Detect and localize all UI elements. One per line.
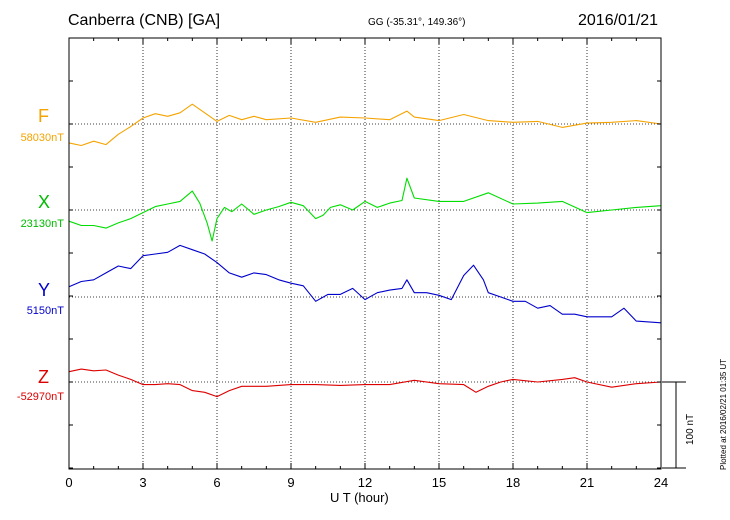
baseline-label-f: 58030nT xyxy=(20,132,64,144)
series-label-y: Y xyxy=(38,280,51,300)
series-label-f: F xyxy=(38,106,49,126)
scale-bar-label: 100 nT xyxy=(685,413,696,445)
axes-layer: 0 3 6 9 12 15 18 21 24 xyxy=(65,37,686,490)
x-tick-label: 12 xyxy=(358,475,372,490)
x-tick-label: 21 xyxy=(580,475,594,490)
baseline-label-x: 23130nT xyxy=(20,218,64,230)
x-tick-label: 24 xyxy=(654,475,668,490)
series-line-z xyxy=(68,368,662,398)
x-tick-label: 3 xyxy=(139,475,146,490)
chart-date: 2016/01/21 xyxy=(578,12,659,29)
x-tick-label: 0 xyxy=(65,475,72,490)
series-line-f xyxy=(68,103,662,147)
series-label-z: Z xyxy=(38,367,49,387)
series-lines-layer xyxy=(68,103,662,398)
series-line-y xyxy=(68,244,662,324)
x-tick-label: 6 xyxy=(213,475,220,490)
geographic-coordinates: GG (-35.31°, 149.36°) xyxy=(368,17,466,28)
x-tick-label: 9 xyxy=(287,475,294,490)
series-line-x xyxy=(68,177,662,242)
x-tick-label: 15 xyxy=(432,475,446,490)
station-title: Canberra (CNB) [GA] xyxy=(68,12,221,29)
x-axis-label: U T (hour) xyxy=(330,490,389,505)
x-tick-label: 18 xyxy=(506,475,520,490)
baseline-label-y: 5150nT xyxy=(26,305,64,317)
series-label-x: X xyxy=(38,192,51,212)
plotted-timestamp: Plotted at 2016/02/21 01:35 UT xyxy=(719,358,728,470)
baseline-label-z: -52970nT xyxy=(16,391,64,403)
